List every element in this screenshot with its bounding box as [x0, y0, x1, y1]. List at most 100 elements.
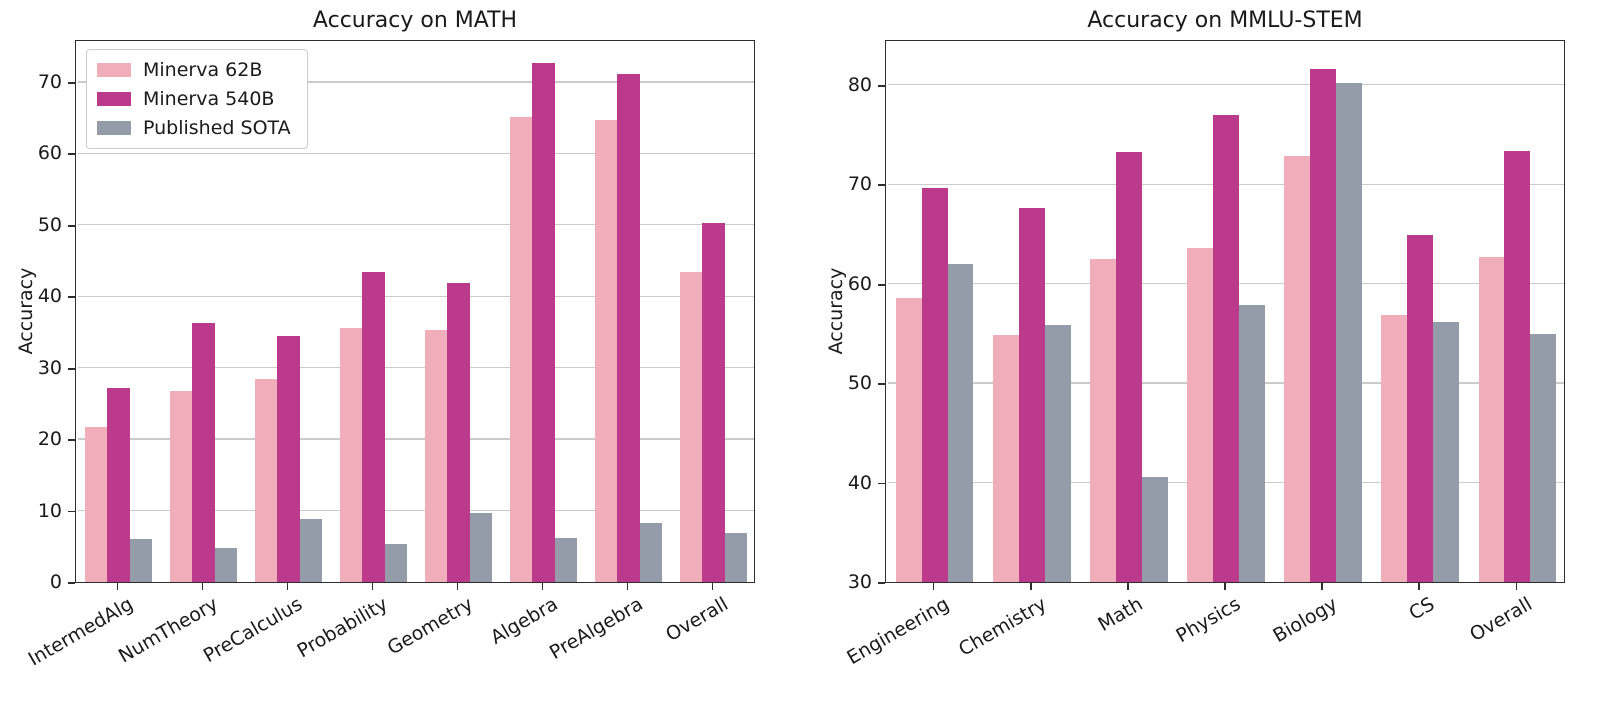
bar-minerva-540b-Overall — [1504, 151, 1531, 582]
bar-minerva-540b-Overall — [702, 222, 725, 582]
bar-minerva-62b-Overall — [679, 271, 703, 582]
x-tick-label: Overall — [1465, 593, 1536, 647]
bar-minerva-62b-Biology — [1284, 156, 1311, 582]
bar-group-NumTheory — [161, 41, 246, 582]
y-tick-mark — [68, 296, 75, 299]
x-tick-label: PreAlgebra — [545, 593, 647, 664]
y-tick-mark — [878, 184, 885, 187]
x-tick-label: Biology — [1269, 593, 1342, 648]
gridline-y-80 — [887, 84, 1565, 86]
x-tick-label: Chemistry — [954, 593, 1050, 661]
bar-minerva-62b-Geometry — [424, 329, 448, 582]
legend-label: Published SOTA — [143, 117, 291, 139]
bar-minerva-540b-Engineering — [921, 188, 948, 582]
y-tick-mark — [878, 582, 885, 584]
bar-minerva-62b-Physics — [1187, 247, 1214, 582]
bar-published-sota-CS — [1433, 322, 1460, 582]
x-tick-label: Engineering — [842, 593, 953, 670]
bar-group-Biology — [1275, 41, 1372, 582]
legend-label: Minerva 62B — [143, 59, 263, 81]
y-tick-mark — [878, 84, 885, 87]
bar-minerva-540b-Probability — [362, 271, 385, 582]
bar-minerva-62b-Probability — [339, 328, 363, 582]
bar-minerva-62b-Math — [1090, 258, 1116, 582]
bar-minerva-62b-Engineering — [895, 297, 922, 582]
bar-minerva-540b-NumTheory — [192, 322, 215, 582]
x-tick-mark — [116, 583, 119, 590]
x-tick-label: Overall — [661, 593, 732, 647]
bar-minerva-540b-PreAlgebra — [617, 74, 640, 582]
bar-group-Probability — [331, 41, 416, 582]
chart-math-y-axis-label: Accuracy — [15, 267, 37, 355]
bar-group-PreCalculus — [246, 41, 331, 582]
bar-minerva-62b-PreCalculus — [254, 379, 278, 582]
y-tick-mark — [68, 582, 75, 584]
y-tick-label: 40 — [37, 285, 62, 308]
x-tick-mark — [626, 583, 629, 590]
bar-group-Overall — [671, 41, 756, 582]
bar-published-sota-Overall — [1530, 334, 1557, 582]
y-tick-label: 30 — [847, 571, 872, 593]
y-tick-label: 20 — [37, 428, 62, 451]
x-tick-label: Geometry — [383, 593, 477, 660]
x-tick-mark — [932, 583, 935, 590]
bar-minerva-62b-Overall — [1478, 256, 1505, 582]
bar-published-sota-Geometry — [469, 512, 493, 582]
bar-published-sota-Chemistry — [1044, 325, 1071, 582]
gridline-y-60 — [77, 152, 755, 155]
bar-group-IntermedAlg — [76, 41, 161, 582]
x-tick-mark — [1224, 583, 1226, 590]
bar-group-Geometry — [416, 41, 501, 582]
y-tick-label: 80 — [847, 73, 872, 96]
gridline-y-70 — [77, 81, 755, 83]
bar-minerva-62b-NumTheory — [169, 391, 193, 582]
bar-published-sota-PreCalculus — [299, 519, 323, 582]
bar-minerva-540b-Algebra — [532, 62, 555, 582]
bar-minerva-62b-Chemistry — [992, 335, 1019, 582]
gridline-y-40 — [77, 295, 755, 297]
gridline-y-10 — [77, 509, 755, 512]
bar-group-Math — [1080, 41, 1177, 582]
x-tick-label: CS — [1405, 593, 1439, 625]
bar-minerva-540b-PreCalculus — [277, 336, 300, 582]
legend-swatch-published-sota — [97, 121, 131, 135]
gridline-y-30 — [77, 366, 755, 369]
bar-published-sota-Overall — [724, 532, 748, 582]
x-tick-mark — [456, 583, 459, 590]
bar-minerva-62b-Algebra — [509, 116, 533, 582]
bar-published-sota-Algebra — [554, 538, 578, 582]
legend-label: Minerva 540B — [143, 88, 275, 110]
y-tick-mark — [68, 439, 75, 441]
bar-group-Engineering — [886, 41, 983, 582]
x-tick-label: Math — [1094, 593, 1147, 636]
x-tick-mark — [1515, 583, 1518, 590]
x-tick-label: Physics — [1172, 593, 1244, 648]
legend-item-minerva-62b: Minerva 62B — [97, 59, 291, 81]
x-tick-mark — [711, 583, 714, 590]
chart-mmlu-stem-plot-area — [885, 40, 1565, 583]
y-tick-label: 60 — [37, 142, 62, 165]
y-tick-label: 50 — [37, 213, 62, 236]
x-tick-mark — [201, 583, 204, 590]
legend-item-published-sota: Published SOTA — [97, 117, 291, 139]
chart-math-title: Accuracy on MATH — [312, 8, 518, 33]
y-tick-mark — [878, 482, 885, 485]
y-tick-mark — [878, 383, 885, 385]
bar-published-sota-NumTheory — [214, 547, 238, 582]
x-tick-mark — [371, 583, 374, 590]
legend-swatch-minerva-540b — [97, 92, 131, 106]
bar-minerva-540b-Biology — [1310, 68, 1337, 582]
y-tick-label: 70 — [37, 70, 62, 93]
bar-published-sota-PreAlgebra — [639, 523, 663, 582]
legend-swatch-minerva-62b — [97, 63, 131, 77]
y-tick-label: 40 — [847, 471, 872, 494]
x-tick-mark — [1418, 583, 1421, 590]
x-tick-mark — [1321, 583, 1324, 590]
gridline-y-50 — [77, 224, 755, 226]
bar-published-sota-Math — [1141, 476, 1168, 582]
legend: Minerva 62B Minerva 540B Published SOTA — [86, 49, 308, 149]
x-tick-label: IntermedAlg — [24, 593, 137, 671]
bar-minerva-62b-PreAlgebra — [594, 119, 618, 582]
bar-minerva-540b-CS — [1407, 234, 1434, 582]
